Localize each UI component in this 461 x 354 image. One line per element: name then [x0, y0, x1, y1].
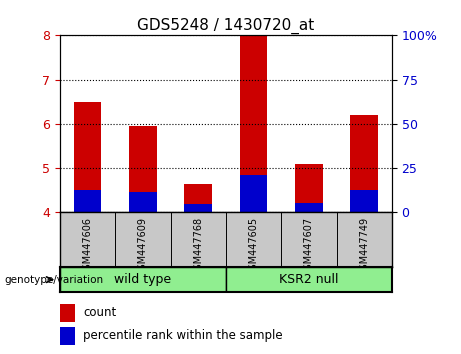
Text: genotype/variation: genotype/variation — [5, 275, 104, 285]
Text: GSM447606: GSM447606 — [83, 217, 93, 276]
Bar — [350, 190, 378, 212]
Bar — [240, 175, 267, 212]
Text: GSM447605: GSM447605 — [248, 217, 259, 276]
Bar — [129, 193, 157, 212]
Bar — [240, 35, 267, 212]
Bar — [184, 184, 212, 212]
Bar — [226, 267, 392, 292]
Text: GSM447609: GSM447609 — [138, 217, 148, 276]
Text: count: count — [83, 306, 117, 319]
Bar — [295, 164, 323, 212]
Bar — [60, 304, 75, 321]
Text: KSR2 null: KSR2 null — [279, 273, 339, 286]
Bar — [60, 267, 226, 292]
Bar — [350, 115, 378, 212]
Bar — [60, 327, 75, 345]
Bar — [74, 190, 101, 212]
Text: percentile rank within the sample: percentile rank within the sample — [83, 329, 283, 342]
Title: GDS5248 / 1430720_at: GDS5248 / 1430720_at — [137, 18, 314, 34]
Text: GSM447749: GSM447749 — [359, 217, 369, 276]
Bar — [129, 126, 157, 212]
Text: GSM447607: GSM447607 — [304, 217, 314, 276]
Text: GSM447768: GSM447768 — [193, 217, 203, 276]
Bar — [184, 205, 212, 212]
Bar — [74, 102, 101, 212]
Bar — [295, 202, 323, 212]
Text: wild type: wild type — [114, 273, 171, 286]
